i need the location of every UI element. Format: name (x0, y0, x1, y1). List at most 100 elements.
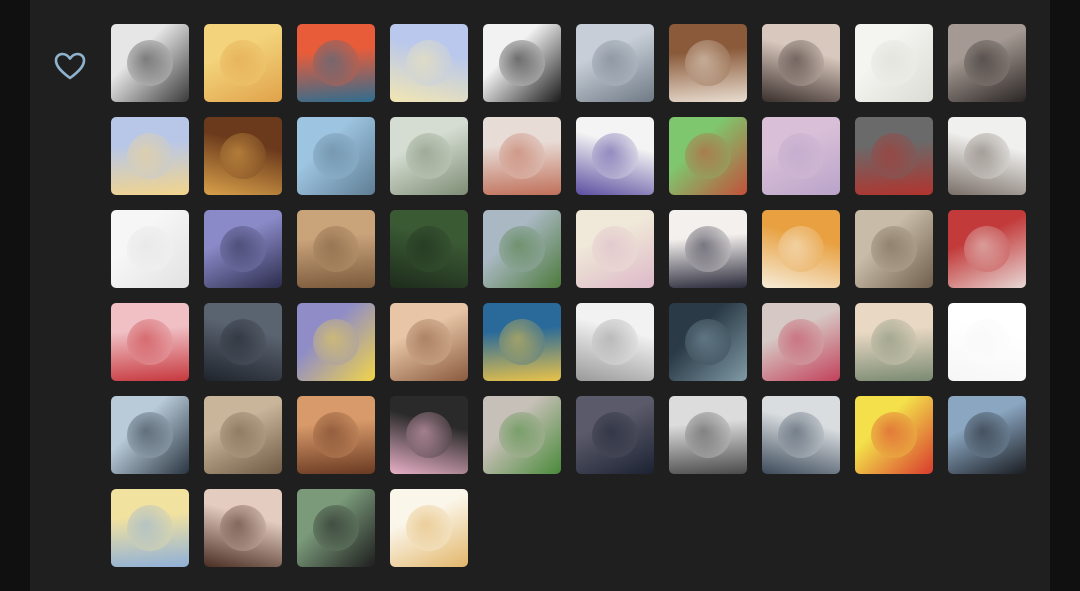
avatar-subject-shape (964, 226, 1010, 272)
avatar-comic-hand-phone[interactable] (390, 24, 468, 102)
avatar-image (576, 117, 654, 195)
avatar-crayon-shin-chan[interactable] (855, 396, 933, 474)
avatar-restaurant-interior[interactable] (204, 117, 282, 195)
avatar-baby-photo[interactable] (297, 210, 375, 288)
avatar-image (297, 24, 375, 102)
avatar-subject-shape (871, 319, 917, 365)
avatar-girl-flowers-yellow[interactable] (483, 303, 561, 381)
avatar-sketch-dog[interactable] (855, 24, 933, 102)
avatar-blonde-sketch[interactable] (390, 489, 468, 567)
avatar-forest-trees[interactable] (390, 210, 468, 288)
avatar-image (948, 396, 1026, 474)
avatar-pink-pastel-drawing[interactable] (576, 210, 654, 288)
avatar-subject-shape (127, 226, 173, 272)
avatar-yellow-raincoat-kid[interactable] (297, 303, 375, 381)
avatar-grass-field[interactable] (483, 210, 561, 288)
avatar-anime-girl-glasses[interactable] (669, 210, 747, 288)
avatar-bride-photo[interactable] (390, 117, 468, 195)
avatar-city-night-silhouette[interactable] (204, 210, 282, 288)
avatar-anime-girl-red[interactable] (111, 303, 189, 381)
avatar-kuromi-plush[interactable] (390, 396, 468, 474)
avatar-full-moon-city[interactable] (204, 303, 282, 381)
avatar-anime-boy-green[interactable] (669, 117, 747, 195)
avatar-white-bird[interactable] (948, 117, 1026, 195)
avatar-image (762, 303, 840, 381)
avatar-subject-shape (499, 319, 545, 365)
avatar-snoopy-orange[interactable] (762, 210, 840, 288)
avatar-night-sky-city[interactable] (576, 396, 654, 474)
avatar-subject-shape (406, 226, 452, 272)
avatar-subject-shape (127, 319, 173, 365)
avatar-subject-shape (685, 40, 731, 86)
avatar-subject-shape (127, 505, 173, 551)
avatar-image (297, 303, 375, 381)
avatar-man-cap-portrait[interactable] (297, 117, 375, 195)
avatar-image (762, 24, 840, 102)
avatar-image (111, 24, 189, 102)
avatar-subject-shape (313, 133, 359, 179)
avatar-subject-shape (499, 412, 545, 458)
avatar-ultraman-figure[interactable] (855, 117, 933, 195)
avatar-blonde-anime-girl[interactable] (111, 117, 189, 195)
avatar-two-kids-closeup[interactable] (390, 303, 468, 381)
avatar-image (297, 210, 375, 288)
avatar-image (483, 24, 561, 102)
avatar-man-black-mask[interactable] (297, 489, 375, 567)
avatar-subject-shape (220, 226, 266, 272)
avatar-cartoon-dog-beach[interactable] (111, 489, 189, 567)
avatar-subject-shape (685, 412, 731, 458)
avatar-subject-shape (127, 412, 173, 458)
avatar-subject-shape (592, 412, 638, 458)
avatar-subject-shape (313, 319, 359, 365)
avatar-boy-sketch-peach[interactable] (855, 303, 933, 381)
avatar-anime-girl-pink[interactable] (762, 117, 840, 195)
avatar-subject-shape (499, 40, 545, 86)
avatar-cartoon-cat-text[interactable] (576, 303, 654, 381)
avatar-image (855, 117, 933, 195)
avatar-cartoon-cat-hoop[interactable] (111, 210, 189, 288)
avatar-person-sitting-sky[interactable] (762, 396, 840, 474)
avatar-two-cats[interactable] (669, 24, 747, 102)
avatar-image (948, 303, 1026, 381)
avatar-image (576, 396, 654, 474)
avatar-image (576, 24, 654, 102)
avatar-man-dark-coat[interactable] (948, 396, 1026, 474)
avatar-boy-hoodie[interactable] (111, 396, 189, 474)
avatar-image (111, 117, 189, 195)
avatar-silhouette-flag[interactable] (483, 24, 561, 102)
heart-outline-icon[interactable] (53, 50, 87, 82)
avatar-subject-shape (778, 412, 824, 458)
avatar-image (390, 303, 468, 381)
avatar-two-girls-selfie[interactable] (762, 24, 840, 102)
avatar-image (855, 210, 933, 288)
avatar-patrick-star-cartoon[interactable] (297, 24, 375, 102)
avatar-flower-girl-umbrella[interactable] (762, 303, 840, 381)
avatar-subject-shape (220, 319, 266, 365)
avatar-image (762, 117, 840, 195)
avatar-image (762, 396, 840, 474)
avatar-bugs-bunny-cartoon[interactable] (204, 24, 282, 102)
avatar-subject-shape (871, 226, 917, 272)
avatar-image (948, 210, 1026, 288)
avatar-subject-shape (406, 505, 452, 551)
avatar-subject-shape (871, 412, 917, 458)
avatar-cat-sunlight[interactable] (297, 396, 375, 474)
avatar-two-girls-portrait[interactable] (204, 489, 282, 567)
avatar-frog-plush[interactable] (483, 396, 561, 474)
avatar-subject-shape (778, 319, 824, 365)
avatar-image (669, 303, 747, 381)
avatar-cat-mask[interactable] (204, 396, 282, 474)
avatar-image (111, 303, 189, 381)
avatar-anime-boy-dark[interactable] (669, 303, 747, 381)
avatar-crowd-red-photo[interactable] (948, 210, 1026, 288)
avatar-cartoon-boy-cake[interactable] (576, 117, 654, 195)
avatar-patrick-small-white[interactable] (948, 303, 1026, 381)
avatar-bw-portrait-mask[interactable] (111, 24, 189, 102)
avatar-man-sea-bw[interactable] (669, 396, 747, 474)
avatar-flamingo-toys[interactable] (483, 117, 561, 195)
avatar-girl-uniform[interactable] (948, 24, 1026, 102)
avatar-girl-white-dress[interactable] (855, 210, 933, 288)
avatar-image (111, 210, 189, 288)
avatar-image (204, 210, 282, 288)
avatar-bridge-landscape[interactable] (576, 24, 654, 102)
